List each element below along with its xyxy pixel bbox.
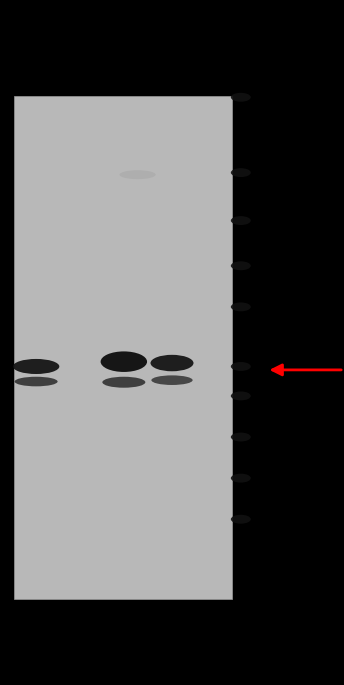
Ellipse shape (120, 171, 155, 179)
Ellipse shape (231, 216, 251, 225)
Ellipse shape (231, 362, 251, 371)
Ellipse shape (231, 303, 251, 311)
Bar (14, 96, 232, 599)
Ellipse shape (231, 474, 251, 482)
Ellipse shape (231, 391, 251, 400)
Ellipse shape (14, 377, 57, 386)
Ellipse shape (13, 359, 60, 374)
Ellipse shape (100, 351, 147, 372)
Ellipse shape (231, 515, 251, 523)
Ellipse shape (151, 375, 193, 385)
Ellipse shape (103, 377, 145, 388)
Ellipse shape (231, 169, 251, 177)
Ellipse shape (231, 93, 251, 101)
Ellipse shape (231, 262, 251, 271)
Ellipse shape (151, 355, 193, 371)
Ellipse shape (231, 433, 251, 442)
